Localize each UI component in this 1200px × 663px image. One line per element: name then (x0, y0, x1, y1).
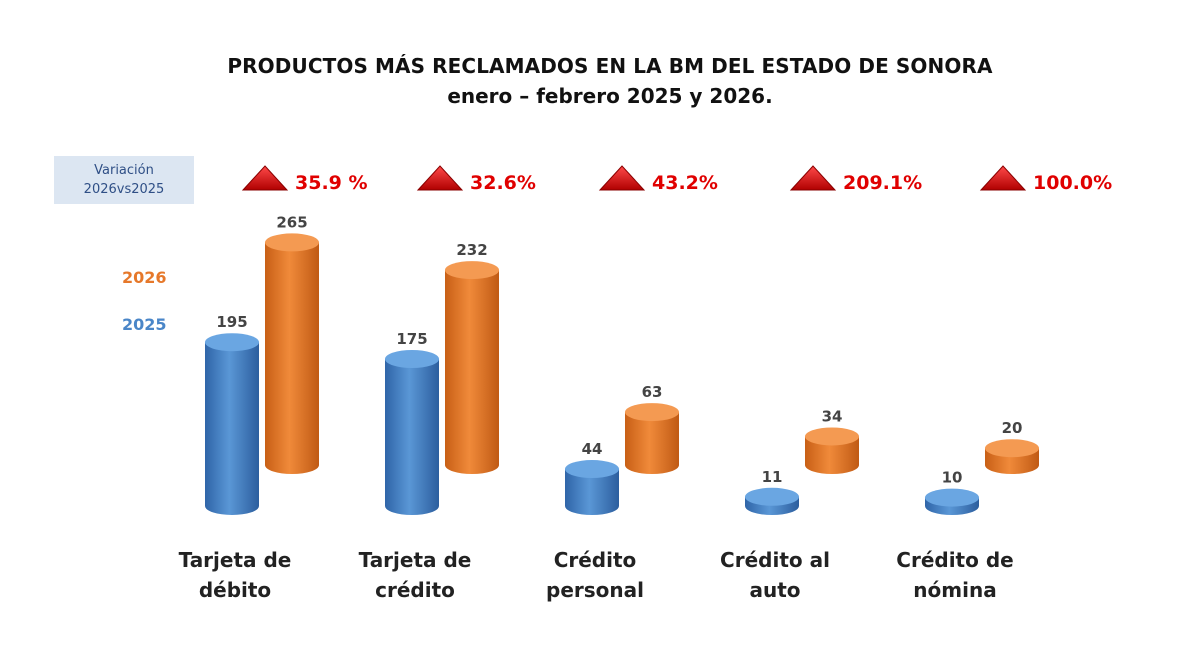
value-label-2025-0: 195 (216, 313, 247, 331)
variation-row: 35.9 % 32.6% 43.2% 209.1% 100.0% (241, 165, 1112, 194)
legend-2025: 2025 (122, 315, 167, 334)
chart-subtitle: enero – febrero 2025 y 2026. (447, 84, 773, 108)
variation-value-2: 43.2% (652, 172, 718, 194)
bar-2025-1 (385, 350, 439, 515)
category-label-2: Crédito personal (546, 548, 644, 602)
chart-title: PRODUCTOS MÁS RECLAMADOS EN LA BM DEL ES… (227, 54, 993, 78)
value-label-2025-3: 11 (762, 468, 783, 486)
category-label-0: Tarjeta de débito (179, 548, 292, 602)
value-label-2026-2: 63 (642, 383, 663, 401)
value-label-2025-1: 175 (396, 330, 427, 348)
variation-value-3: 209.1% (843, 172, 922, 194)
variation-label-box: Variación 2026vs2025 (54, 156, 194, 204)
bar-2026-0 (265, 233, 319, 474)
up-triangle-icon (241, 165, 289, 191)
value-label-2026-1: 232 (456, 241, 487, 259)
bar-2026-4 (985, 439, 1039, 474)
value-label-2025-4: 10 (942, 469, 963, 487)
variation-label-line2: 2026vs2025 (83, 182, 165, 197)
bar-2025-2 (565, 460, 619, 515)
variation-value-0: 35.9 % (295, 172, 368, 194)
up-triangle-icon (416, 165, 464, 191)
value-label-2025-2: 44 (582, 440, 603, 458)
bar-2026-1 (445, 261, 499, 474)
value-label-2026-0: 265 (276, 213, 307, 231)
legend: 2026 2025 (122, 268, 167, 334)
category-labels: Tarjeta de débito Tarjeta de crédito Crédito… (179, 548, 1014, 602)
variation-value-1: 32.6% (470, 172, 536, 194)
bar-2026-3 (805, 427, 859, 474)
variation-label-line1: Variación (94, 163, 154, 178)
bar-2025-0 (205, 333, 259, 515)
up-triangle-icon (979, 165, 1027, 191)
variation-value-4: 100.0% (1033, 172, 1112, 194)
bar-2025-3 (745, 487, 799, 515)
bars: 195 175 44 11 10 265 232 63 34 20 (205, 213, 1039, 515)
category-label-1: Tarjeta de crédito (359, 548, 472, 602)
bar-2026-2 (625, 403, 679, 474)
up-triangle-icon (598, 165, 646, 191)
category-label-4: Crédito de nómina (896, 548, 1013, 602)
up-triangle-icon (789, 165, 837, 191)
bar-2025-4 (925, 488, 979, 515)
value-label-2026-4: 20 (1002, 419, 1023, 437)
value-label-2026-3: 34 (822, 407, 843, 425)
category-label-3: Crédito al auto (720, 548, 830, 602)
legend-2026: 2026 (122, 268, 167, 287)
